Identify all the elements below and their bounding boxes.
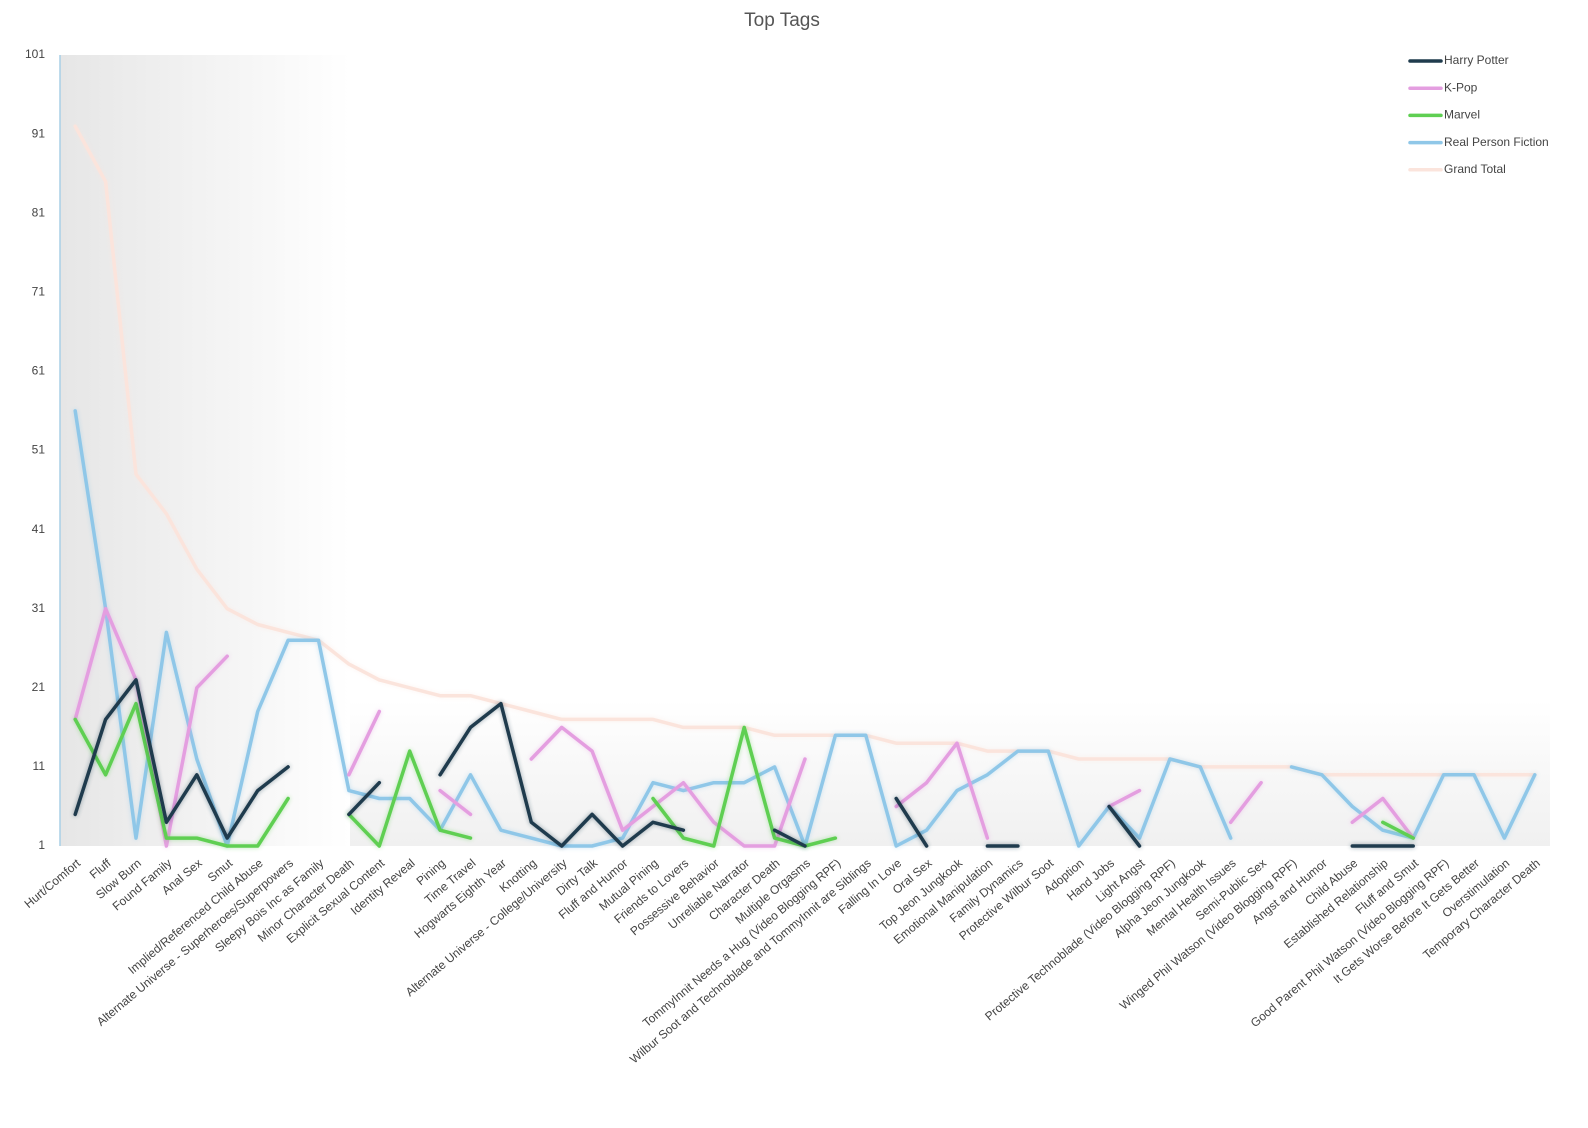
legend-label: Real Person Fiction (1444, 135, 1549, 149)
y-tick-label: 41 (32, 522, 46, 536)
y-tick-label: 1 (38, 838, 45, 852)
plot-shade (350, 700, 1550, 846)
legend-label: Harry Potter (1444, 53, 1509, 67)
legend-label: Grand Total (1444, 162, 1506, 176)
y-tick-label: 101 (25, 47, 45, 61)
legend-label: Marvel (1444, 108, 1480, 122)
series-line (73, 701, 1415, 848)
legend-label: K-Pop (1444, 80, 1478, 94)
y-tick-label: 81 (32, 205, 46, 219)
x-tick-label: Hurt/Comfort (22, 856, 84, 911)
y-tick-label: 91 (32, 126, 46, 140)
y-tick-label: 21 (32, 680, 46, 694)
y-tick-label: 61 (32, 364, 46, 378)
y-tick-label: 31 (32, 601, 46, 615)
chart-title: Top Tags (744, 10, 820, 31)
series-line (73, 678, 1415, 848)
y-tick-label: 71 (32, 284, 46, 298)
y-tick-label: 51 (32, 443, 46, 457)
y-tick-label: 11 (33, 759, 46, 773)
